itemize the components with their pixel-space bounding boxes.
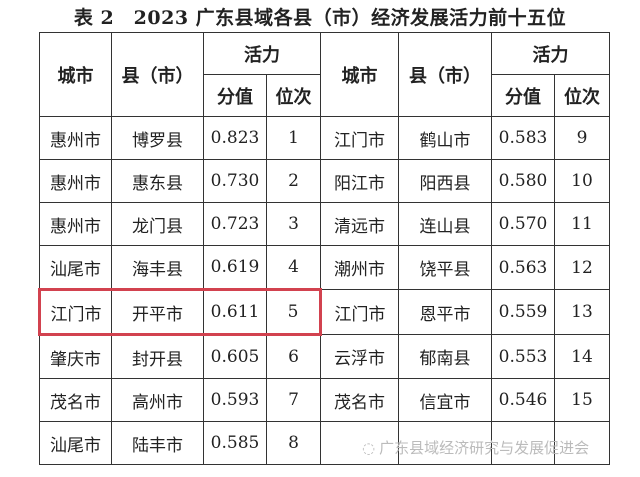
- cell-city: 汕尾市: [39, 421, 112, 465]
- table-row: 肇庆市 封开县 0.605 6 云浮市 郁南县 0.553 14: [39, 334, 610, 379]
- table-row: 江门市 开平市 0.611 5 江门市 恩平市 0.559 13: [38, 288, 610, 336]
- header-vitality: 活力: [203, 32, 321, 75]
- header-city: 城市: [39, 32, 112, 117]
- cell-rank: 13: [554, 289, 610, 335]
- cell-city: 惠州市: [39, 159, 112, 203]
- cell-county: 博罗县: [111, 116, 204, 160]
- cell-city: 茂名市: [320, 378, 399, 422]
- cell-city: 云浮市: [320, 334, 399, 379]
- cell-city: 江门市: [38, 288, 112, 336]
- cell-rank: 3: [266, 202, 321, 246]
- cell-rank: 7: [266, 378, 321, 422]
- header-rank: 位次: [266, 74, 321, 117]
- table-row: 惠州市 龙门县 0.723 3 清远市 连山县 0.570 11: [39, 202, 610, 246]
- cell-score: [491, 421, 555, 465]
- cell-score: 0.563: [491, 245, 555, 290]
- cell-county: 阳西县: [398, 159, 492, 203]
- cell-score: 0.580: [491, 159, 555, 203]
- table-row: 惠州市 惠东县 0.730 2 阳江市 阳西县 0.580 10: [39, 159, 610, 203]
- header-county: 县（市）: [398, 32, 492, 117]
- header-score: 分值: [203, 74, 267, 117]
- subheader-row: 分值 位次 分值 位次: [40, 74, 610, 117]
- table-row: 惠州市 博罗县 0.823 1 江门市 鹤山市 0.583 9: [39, 116, 610, 160]
- cell-city: 清远市: [320, 202, 399, 246]
- cell-score: 0.585: [203, 421, 267, 465]
- cell-rank: 11: [554, 202, 610, 246]
- header-city: 城市: [320, 32, 399, 117]
- cell-city: [320, 421, 399, 465]
- cell-county: [398, 421, 492, 465]
- watermark-text: 广东县域经济研究与发展促进会: [379, 439, 590, 457]
- header-vitality: 活力: [491, 32, 610, 75]
- cell-rank: 2: [266, 159, 321, 203]
- cell-county: 饶平县: [398, 245, 492, 290]
- header-county: 县（市）: [111, 32, 204, 117]
- cell-rank: 15: [554, 378, 610, 422]
- cell-county: 鹤山市: [398, 116, 492, 160]
- cell-rank: 9: [554, 116, 610, 160]
- cell-score: 0.559: [491, 289, 555, 335]
- cell-rank: 10: [554, 159, 610, 203]
- cell-rank: 6: [266, 334, 321, 379]
- cell-city: 阳江市: [320, 159, 399, 203]
- table-row: 汕尾市 海丰县 0.619 4 潮州市 饶平县 0.563 12: [39, 245, 610, 290]
- cell-county: 封开县: [111, 334, 204, 379]
- header-score: 分值: [491, 74, 555, 117]
- cell-county: 郁南县: [398, 334, 492, 379]
- cell-score: 0.553: [491, 334, 555, 379]
- cell-city: 汕尾市: [39, 245, 112, 290]
- cell-score: 0.619: [203, 245, 267, 290]
- cell-score: 0.823: [203, 116, 267, 160]
- table-row: 茂名市 高州市 0.593 7 茂名市 信宜市 0.546 15: [39, 378, 610, 422]
- cell-score: 0.570: [491, 202, 555, 246]
- cell-rank: 8: [266, 421, 321, 465]
- cell-city: 惠州市: [39, 202, 112, 246]
- cell-county: 高州市: [111, 378, 204, 422]
- cell-score: 0.605: [203, 334, 267, 379]
- cell-county: 信宜市: [398, 378, 492, 422]
- cell-rank: 14: [554, 334, 610, 379]
- table-title: 表 2 2023 广东县域各县（市）经济发展活力前十五位: [73, 7, 567, 29]
- cell-score: 0.583: [491, 116, 555, 160]
- cell-rank: 4: [266, 245, 321, 290]
- table-row: 汕尾市 陆丰市 0.585 8: [39, 421, 610, 465]
- cell-city: 潮州市: [320, 245, 399, 290]
- cell-county: 陆丰市: [111, 421, 204, 465]
- cell-county: 惠东县: [111, 159, 204, 203]
- cell-county: 龙门县: [111, 202, 204, 246]
- cell-score: 0.611: [203, 288, 267, 336]
- wechat-icon: ◌: [362, 439, 376, 457]
- cell-county: 开平市: [111, 288, 204, 336]
- cell-score: 0.546: [491, 378, 555, 422]
- cell-rank: [554, 421, 610, 465]
- cell-city: 江门市: [320, 116, 399, 160]
- cell-rank: 12: [554, 245, 610, 290]
- cell-city: 惠州市: [39, 116, 112, 160]
- cell-city: 肇庆市: [39, 334, 112, 379]
- watermark: ◌ 广东县域经济研究与发展促进会: [362, 437, 589, 458]
- cell-county: 恩平市: [398, 289, 492, 335]
- cell-county: 连山县: [398, 202, 492, 246]
- cell-rank: 1: [266, 116, 321, 160]
- cell-rank: 5: [266, 288, 322, 336]
- header-row: 城市 县（市） 活力 城市 县（市） 活力: [39, 32, 610, 117]
- cell-score: 0.723: [203, 202, 267, 246]
- cell-city: 茂名市: [39, 378, 112, 422]
- ranking-table: 城市 县（市） 活力 城市 县（市） 活力 分值 位次 分值 位次 惠州市 博罗县…: [38, 32, 610, 465]
- cell-city: 江门市: [320, 289, 399, 335]
- cell-county: 海丰县: [111, 245, 204, 290]
- cell-score: 0.593: [203, 378, 267, 422]
- header-rank: 位次: [554, 74, 610, 117]
- cell-score: 0.730: [203, 159, 267, 203]
